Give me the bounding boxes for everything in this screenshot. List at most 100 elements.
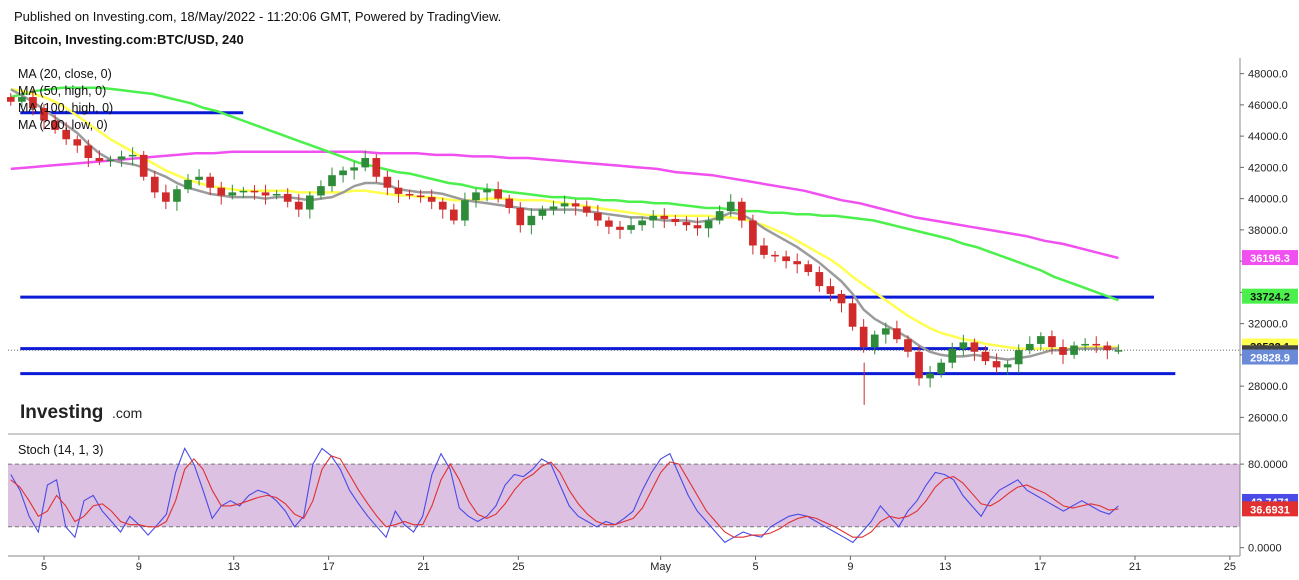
candle-body	[73, 139, 82, 146]
candle-body	[682, 222, 691, 226]
candle-body	[350, 167, 358, 171]
time-tick-label: May	[650, 561, 671, 573]
ma-legend-item: MA (200, low, 0)	[18, 118, 108, 132]
price-tag	[1242, 250, 1298, 266]
ma-legend-item: MA (100, high, 0)	[18, 101, 113, 115]
candle-body	[760, 245, 768, 255]
candle-body	[472, 192, 480, 201]
stoch-d-line	[10, 455, 1119, 538]
candle-body	[992, 361, 1001, 368]
candle-body	[317, 186, 325, 196]
candle-body	[405, 193, 414, 196]
candle-body	[62, 129, 71, 140]
candle-body	[660, 215, 669, 219]
candle-body	[438, 201, 447, 210]
price-tag	[1242, 349, 1298, 365]
candle-body	[815, 272, 824, 287]
time-tick-label: 21	[417, 561, 429, 573]
candle-body	[826, 286, 835, 294]
candle-body	[461, 200, 469, 221]
stochastic-pane	[8, 447, 1240, 544]
candle-body	[1070, 345, 1078, 355]
stoch-tick-label: 0.0000	[1248, 543, 1282, 555]
time-tick-label: 9	[847, 561, 853, 573]
time-tick-label: 25	[512, 561, 524, 573]
candle-body	[560, 203, 569, 207]
candle-body	[394, 187, 403, 194]
candle-body	[162, 192, 170, 202]
candle-body	[95, 158, 104, 162]
candle-body	[1037, 336, 1045, 344]
candle-body	[383, 176, 392, 188]
candle-body	[483, 189, 491, 193]
price-tick-label: 42000.0	[1248, 162, 1288, 174]
time-tick-label: 21	[1129, 561, 1141, 573]
price-tick-label: 26000.0	[1248, 412, 1288, 424]
candle-body	[294, 201, 303, 210]
candle-body	[29, 97, 37, 108]
candle-body	[328, 175, 336, 187]
candle-body	[306, 195, 314, 210]
candle-body	[970, 342, 979, 352]
candle-body	[793, 261, 802, 265]
candle-body	[948, 348, 957, 363]
candle-body	[117, 156, 126, 160]
candle-body	[638, 220, 646, 226]
price-pane	[6, 86, 1240, 405]
time-tick-label: 5	[41, 561, 47, 573]
candle-body	[250, 190, 259, 193]
candle-body	[228, 192, 237, 196]
candle-body	[261, 192, 270, 196]
candle-body	[339, 170, 347, 176]
candle-body	[926, 373, 934, 379]
candle-body	[859, 326, 868, 348]
ma-legend-item: MA (50, high, 0)	[18, 84, 106, 98]
logo-text: Investing	[20, 402, 103, 423]
candle-body	[51, 120, 59, 130]
legend: MA (20, close, 0) MA (50, high, 0) MA (100…	[18, 67, 113, 457]
time-tick-label: 25	[1224, 561, 1236, 573]
candle-body	[605, 220, 613, 227]
candle-body	[893, 328, 901, 340]
candle-body	[1025, 343, 1034, 351]
candle-body	[106, 159, 115, 162]
candle-body	[372, 158, 381, 177]
candle-body	[195, 176, 203, 180]
candle-body	[1081, 343, 1090, 346]
ma200-line	[10, 150, 1119, 260]
candle-body	[1003, 364, 1012, 368]
candle-body	[704, 220, 713, 229]
candle-body	[40, 108, 48, 121]
candle-body	[1114, 350, 1123, 352]
candle-body	[18, 97, 26, 102]
candle-body	[848, 303, 857, 327]
candle-body	[1092, 343, 1101, 346]
time-tick-label: 13	[228, 561, 240, 573]
candle-body	[749, 220, 757, 246]
stoch-tag-label: 36.6931	[1250, 504, 1290, 516]
candle-body	[616, 226, 624, 230]
published-info: Published on Investing.com, 18/May/2022 …	[14, 9, 502, 24]
candle-body	[549, 206, 558, 210]
candle-body	[416, 195, 425, 198]
price-tick-label: 44000.0	[1248, 131, 1288, 143]
candle-body	[84, 145, 93, 158]
investing-logo: Investing .com	[20, 402, 142, 423]
candle-body	[582, 206, 591, 213]
price-tick-label: 48000.0	[1248, 69, 1288, 81]
ma50-line	[10, 88, 1119, 350]
time-tick-label: 13	[939, 561, 951, 573]
candle-body	[904, 339, 912, 352]
price-tag-label: 29828.9	[1250, 353, 1290, 365]
candle-body	[726, 201, 735, 212]
candle-body	[217, 187, 226, 196]
candle-body	[737, 201, 746, 221]
candle-body	[782, 256, 790, 262]
time-tick-label: 9	[136, 561, 142, 573]
candle-body	[361, 158, 370, 168]
candle-body	[571, 203, 580, 207]
stoch-legend: Stoch (14, 1, 3)	[18, 443, 103, 457]
candle-body	[959, 342, 968, 349]
candle-body	[173, 189, 181, 202]
